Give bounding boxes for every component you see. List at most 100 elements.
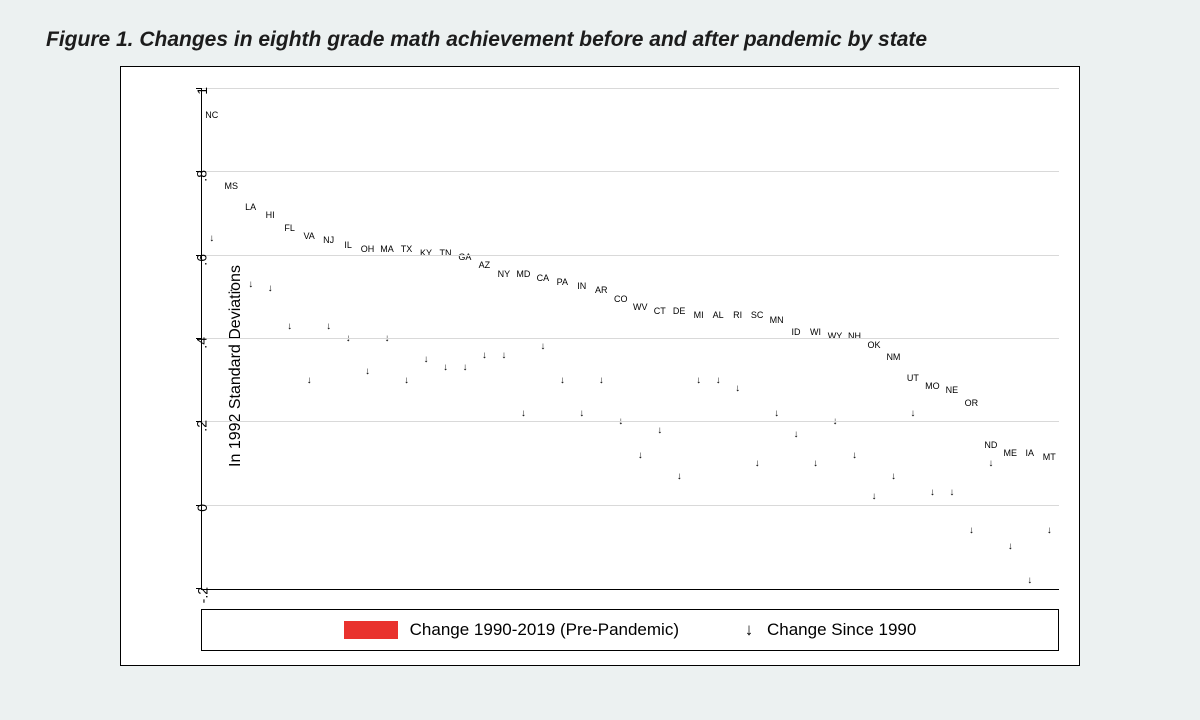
- legend-bar-label: Change 1990-2019 (Pre-Pandemic): [410, 620, 679, 640]
- arrow-marker: ↓: [560, 376, 565, 386]
- state-label: CA: [537, 273, 550, 283]
- arrow-marker: ↓: [638, 451, 643, 461]
- bar-CT: CT: [652, 318, 668, 506]
- arrow-marker: ↓: [1047, 526, 1052, 536]
- state-label: DE: [673, 306, 686, 316]
- state-label: CO: [614, 294, 628, 304]
- state-label: NH: [848, 331, 861, 341]
- legend-swatch-bar: [344, 621, 398, 639]
- arrow-marker: ↓: [930, 488, 935, 498]
- arrow-marker: ↓: [443, 363, 448, 373]
- arrow-marker: ↓: [988, 459, 993, 469]
- arrow-marker: ↓: [657, 426, 662, 436]
- arrow-marker: ↓: [774, 409, 779, 419]
- ytick-label: -.2: [194, 573, 210, 603]
- bar-ID: ID: [788, 339, 804, 506]
- bar-RI: RI: [730, 322, 746, 505]
- state-label: AR: [595, 285, 608, 295]
- figure-container: Figure 1. Changes in eighth grade math a…: [0, 0, 1200, 720]
- state-label: IL: [344, 240, 352, 250]
- grid-line: [202, 338, 1059, 339]
- bar-MS: MS: [223, 193, 239, 506]
- arrow-marker: ↓: [716, 376, 721, 386]
- bar-WV: WV: [632, 314, 648, 506]
- state-label: TX: [401, 244, 413, 254]
- arrow-marker: ↓: [229, 284, 234, 294]
- arrow-marker: ↓: [910, 409, 915, 419]
- legend-arrow-label: Change Since 1990: [767, 620, 916, 640]
- arrow-marker: ↓: [852, 451, 857, 461]
- arrow-marker: ↓: [287, 322, 292, 332]
- state-label: ID: [792, 327, 801, 337]
- arrow-marker: ↓: [949, 488, 954, 498]
- state-label: ND: [984, 440, 997, 450]
- arrow-marker: ↓: [833, 417, 838, 427]
- bar-IL: IL: [340, 252, 356, 506]
- bar-CO: CO: [613, 306, 629, 506]
- grid-line: [202, 88, 1059, 89]
- state-label: RI: [733, 310, 742, 320]
- state-label: AL: [713, 310, 724, 320]
- arrow-marker: ↓: [1008, 542, 1013, 552]
- state-label: MO: [925, 381, 940, 391]
- state-label: NJ: [323, 235, 334, 245]
- arrow-marker: ↓: [521, 409, 526, 419]
- state-label: NC: [205, 110, 218, 120]
- arrow-marker: ↓: [482, 351, 487, 361]
- arrow-marker: ↓: [365, 367, 370, 377]
- state-label: WV: [633, 302, 648, 312]
- bar-ME: ME: [1002, 460, 1018, 506]
- grid-line: [202, 421, 1059, 422]
- bar-KY: KY: [418, 260, 434, 506]
- arrow-marker: ↓: [599, 376, 604, 386]
- state-label: UT: [907, 373, 919, 383]
- legend: Change 1990-2019 (Pre-Pandemic) ↓ Change…: [201, 609, 1059, 651]
- bar-OH: OH: [360, 256, 376, 506]
- state-label: HI: [266, 210, 275, 220]
- bar-PA: PA: [554, 289, 570, 506]
- state-label: WY: [828, 331, 843, 341]
- plot-area: NC↓MS↓LA↓HI↓FL↓VA↓NJ↓IL↓OH↓MA↓TX↓KY↓TN↓G…: [201, 89, 1059, 590]
- state-label: CT: [654, 306, 666, 316]
- bar-NM: NM: [885, 364, 901, 506]
- state-label: SC: [751, 310, 764, 320]
- state-label: NM: [886, 352, 900, 362]
- bar-SC: SC: [749, 322, 765, 505]
- arrow-marker: ↓: [404, 376, 409, 386]
- bar-IN: IN: [574, 293, 590, 506]
- arrow-marker: ↓: [385, 334, 390, 344]
- state-label: OK: [867, 340, 880, 350]
- arrow-marker: ↓: [209, 234, 214, 244]
- state-label: NE: [946, 385, 959, 395]
- bar-IA: IA: [1022, 460, 1038, 506]
- bar-LA: LA: [243, 214, 259, 506]
- bar-AZ: AZ: [476, 272, 492, 505]
- state-label: MA: [380, 244, 394, 254]
- arrow-marker: ↓: [696, 376, 701, 386]
- legend-swatch-arrow: ↓: [739, 620, 759, 640]
- bar-MA: MA: [379, 256, 395, 506]
- state-label: ME: [1004, 448, 1018, 458]
- bar-AR: AR: [593, 297, 609, 505]
- arrow-marker: ↓: [969, 526, 974, 536]
- ytick-label: 1: [194, 73, 210, 95]
- bar-WI: WI: [808, 339, 824, 506]
- ytick-label: .6: [194, 240, 210, 266]
- arrow-marker: ↓: [501, 351, 506, 361]
- bar-NJ: NJ: [321, 247, 337, 505]
- bar-OR: OR: [963, 410, 979, 506]
- legend-item-arrow: ↓ Change Since 1990: [739, 620, 916, 640]
- figure-title: Figure 1. Changes in eighth grade math a…: [46, 28, 1160, 52]
- arrow-marker: ↓: [579, 409, 584, 419]
- arrow-marker: ↓: [462, 363, 467, 373]
- grid-line: [202, 171, 1059, 172]
- arrow-marker: ↓: [735, 384, 740, 394]
- ytick-label: .2: [194, 406, 210, 432]
- bar-GA: GA: [457, 264, 473, 506]
- state-label: PA: [557, 277, 568, 287]
- state-label: MD: [516, 269, 530, 279]
- state-label: NY: [498, 269, 511, 279]
- bar-CA: CA: [535, 285, 551, 506]
- state-label: MT: [1043, 452, 1056, 462]
- state-label: MN: [770, 315, 784, 325]
